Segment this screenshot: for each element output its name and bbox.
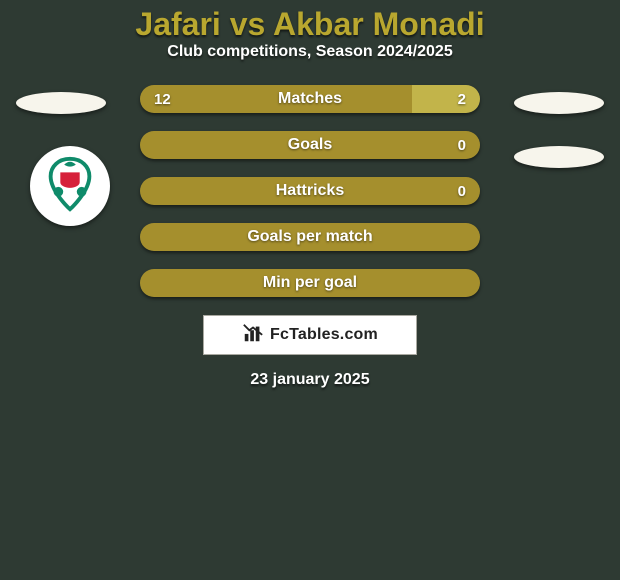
page-subtitle: Club competitions, Season 2024/2025 — [0, 43, 620, 61]
stat-label: Goals per match — [140, 228, 480, 246]
stat-label: Matches — [140, 90, 480, 108]
stat-bar-min-per-goal: Min per goal — [140, 269, 480, 297]
snapshot-date: 23 january 2025 — [140, 371, 480, 389]
stat-label: Goals — [140, 136, 480, 154]
stat-bar-hattricks: Hattricks 0 — [140, 177, 480, 205]
club-crest-icon — [39, 153, 101, 220]
bar-chart-icon — [242, 322, 264, 349]
stat-bar-goals: Goals 0 — [140, 131, 480, 159]
decor-ellipse-right-2 — [514, 146, 604, 168]
stat-value-right: 0 — [458, 137, 466, 154]
stat-bars: 12 Matches 2 Goals 0 Hattricks 0 Goals p… — [140, 85, 480, 389]
page-title: Jafari vs Akbar Monadi — [0, 0, 620, 43]
stat-value-right: 0 — [458, 183, 466, 200]
stat-label: Hattricks — [140, 182, 480, 200]
stat-value-right: 2 — [458, 91, 466, 108]
brand-box: FcTables.com — [203, 315, 417, 355]
player-left-avatar — [30, 146, 110, 226]
decor-ellipse-left — [16, 92, 106, 114]
stat-bar-matches: 12 Matches 2 — [140, 85, 480, 113]
decor-ellipse-right-1 — [514, 92, 604, 114]
stat-bar-goals-per-match: Goals per match — [140, 223, 480, 251]
stat-label: Min per goal — [140, 274, 480, 292]
brand-text: FcTables.com — [270, 326, 378, 344]
